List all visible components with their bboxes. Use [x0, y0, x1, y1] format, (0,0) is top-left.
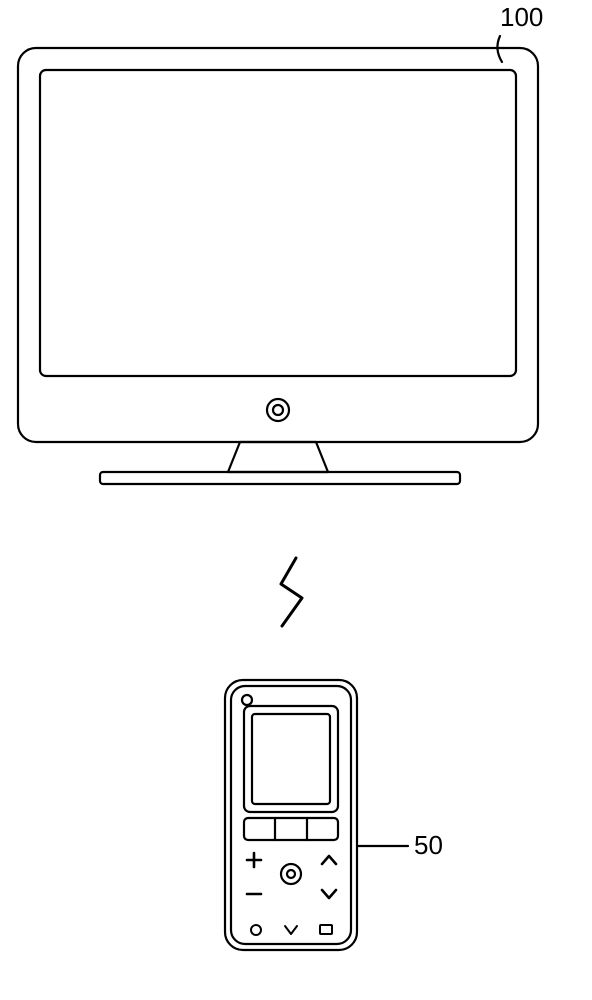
- remote-inner: [231, 686, 351, 944]
- remote-bottom-icon-3: [320, 925, 332, 934]
- label-tv: 100: [500, 2, 543, 33]
- tv-power-button-inner: [273, 405, 283, 415]
- remote-midbar: [244, 818, 338, 840]
- remote-power-icon: [242, 695, 252, 705]
- remote-screen-inner: [252, 714, 330, 804]
- figure-svg: [0, 0, 592, 1000]
- remote-center-button: [281, 864, 301, 884]
- tv-stand-base: [100, 472, 460, 484]
- tv-power-button: [267, 399, 289, 421]
- remote-center-button-dot: [287, 870, 295, 878]
- tv-stand-neck: [228, 442, 328, 472]
- tv-outer: [18, 48, 538, 442]
- remote-bottom-icon-1: [251, 925, 261, 935]
- patent-figure: 100 50: [0, 0, 592, 1000]
- remote-volume-up-icon: [247, 853, 261, 867]
- wireless-signal-icon: [281, 558, 302, 626]
- tv-screen: [40, 70, 516, 376]
- remote-screen-outer: [244, 706, 338, 812]
- remote-channel-up-icon: [322, 856, 336, 864]
- remote-bottom-icon-2: [285, 926, 297, 934]
- remote-channel-down-icon: [322, 890, 336, 898]
- label-remote: 50: [414, 830, 443, 861]
